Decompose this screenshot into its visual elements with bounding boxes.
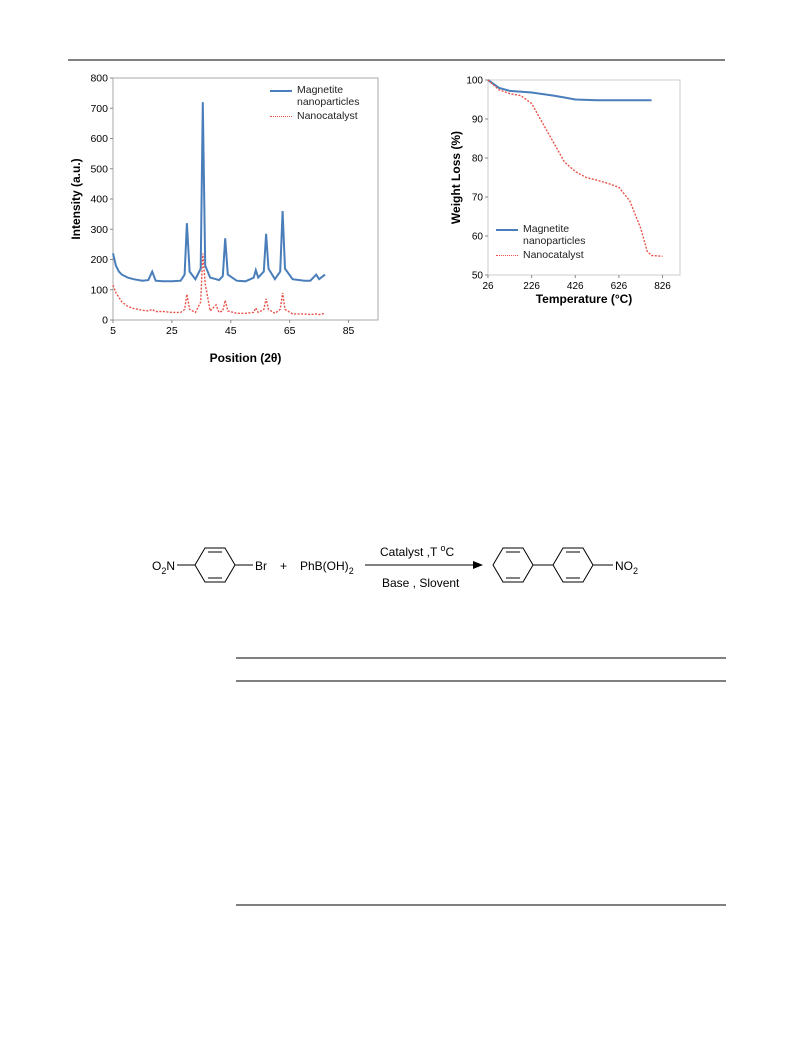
- y-tick-label: 500: [90, 163, 108, 175]
- arrow-conditions-bottom: Base , Slovent: [382, 576, 460, 590]
- legend-item: Nanocatalyst: [270, 110, 370, 122]
- legend-label: Nanocatalyst: [297, 110, 358, 122]
- y-axis-label: Weight Loss (%): [449, 131, 463, 224]
- x-tick-label: 5: [110, 325, 116, 337]
- x-tick-label: 26: [482, 281, 494, 292]
- y-tick-label: 90: [472, 115, 484, 126]
- table-rules: [236, 657, 726, 906]
- x-tick-label: 826: [654, 281, 671, 292]
- chart: 50 60 70 80 90 100 26 226 426 626 826 Temperature (…: [449, 76, 681, 306]
- legend: Magnetite nanoparticles Nanocatalyst: [270, 84, 370, 124]
- legend-swatch: [496, 229, 518, 231]
- x-axis-label: Temperature (°C): [536, 292, 633, 306]
- y-tick-label: 100: [466, 76, 483, 87]
- y-tick-label: 60: [472, 232, 484, 243]
- reaction-scheme: O2N Br + PhB(OH)2 Catalyst ,T oC Base , …: [152, 543, 638, 590]
- y-tick-label: 50: [472, 271, 484, 282]
- plus-sign: +: [280, 559, 287, 573]
- y-tick-label: 300: [90, 224, 108, 236]
- legend-label: Nanocatalyst: [523, 249, 584, 261]
- arrow-conditions-top: Catalyst ,T oC: [380, 543, 454, 559]
- series-line: [487, 79, 663, 257]
- legend-label: Magnetite nanoparticles: [523, 223, 586, 247]
- y-tick-label: 70: [472, 193, 484, 204]
- benzene-ring: [194, 547, 236, 583]
- y-tick-label: 600: [90, 133, 108, 145]
- y-tick-label: 80: [472, 154, 484, 165]
- x-tick-label: 426: [567, 281, 584, 292]
- legend: Magnetite nanoparticles Nanocatalyst: [496, 223, 596, 263]
- y-tick-label: 0: [102, 315, 108, 327]
- y-tick-label: 700: [90, 103, 108, 115]
- legend-item: Nanocatalyst: [496, 249, 596, 261]
- y-tick-label: 200: [90, 254, 108, 266]
- x-tick-label: 45: [225, 325, 237, 337]
- x-tick-label: 25: [166, 325, 178, 337]
- legend-swatch: [270, 116, 292, 117]
- series-line: [487, 79, 652, 102]
- chart: 0 100 200 300 400 500 600 700 800 5 25 45 65 85 Positi…: [69, 73, 379, 365]
- x-tick-label: 65: [284, 325, 296, 337]
- y-tick-label: 800: [90, 73, 108, 85]
- series-line: [112, 102, 326, 283]
- boronic-acid: PhB(OH)2: [300, 559, 354, 576]
- legend-item: Magnetite nanoparticles: [270, 84, 370, 108]
- product-group: NO2: [615, 559, 638, 576]
- legend-swatch: [496, 255, 518, 256]
- x-tick-label: 626: [611, 281, 628, 292]
- legend-label: Magnetite nanoparticles: [297, 84, 360, 108]
- plot-frame: [487, 79, 681, 276]
- y-tick-label: 400: [90, 194, 108, 206]
- y-tick-label: 100: [90, 284, 108, 296]
- x-tick-label: 85: [343, 325, 355, 337]
- benzene-ring: [492, 547, 613, 583]
- y-axis-label: Intensity (a.u.): [69, 158, 83, 239]
- legend-swatch: [270, 90, 292, 92]
- series-line: [112, 253, 326, 316]
- x-axis-label: Position (2θ): [210, 351, 282, 365]
- legend-item: Magnetite nanoparticles: [496, 223, 596, 247]
- x-tick-label: 226: [523, 281, 540, 292]
- leaving-group: Br: [255, 559, 267, 573]
- reactant-group: O2N: [152, 559, 175, 576]
